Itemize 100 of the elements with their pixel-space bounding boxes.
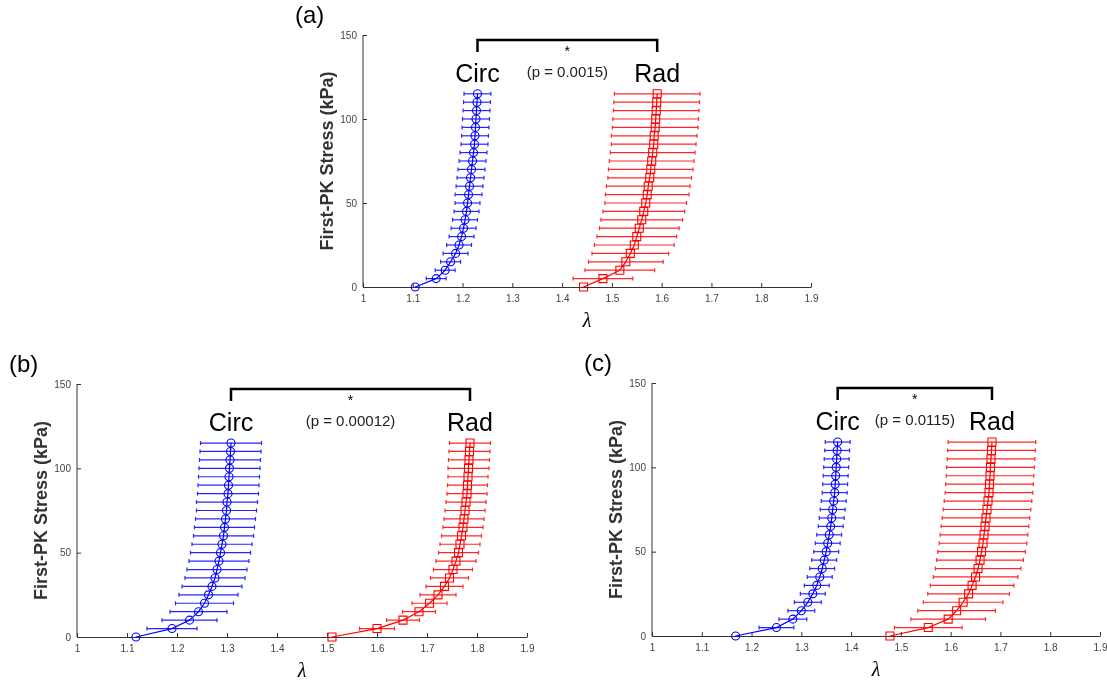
x-tick-label: 1.4 xyxy=(555,293,570,305)
y-tick-label: 0 xyxy=(351,281,358,293)
x-tick-label: 1.5 xyxy=(894,642,909,654)
point xyxy=(455,539,465,549)
point xyxy=(643,181,653,191)
point xyxy=(451,556,461,566)
point xyxy=(646,164,656,174)
point xyxy=(639,206,649,216)
x-axis-title: λ xyxy=(870,658,881,680)
point xyxy=(979,530,989,540)
point xyxy=(971,572,981,582)
point xyxy=(788,614,798,624)
point xyxy=(952,606,962,616)
point xyxy=(986,445,997,456)
y-tick-label: 50 xyxy=(634,546,647,558)
point xyxy=(827,513,837,523)
point xyxy=(414,607,424,617)
point xyxy=(803,597,813,607)
chart-title: (c) xyxy=(584,349,612,376)
y-tick-label: 0 xyxy=(640,630,647,642)
point xyxy=(832,445,842,456)
point xyxy=(221,505,232,516)
point xyxy=(446,257,456,267)
x-tick-label: 1.7 xyxy=(420,643,435,655)
point xyxy=(199,598,210,608)
point xyxy=(459,223,469,233)
point xyxy=(225,446,236,457)
point xyxy=(943,614,953,624)
x-tick-label: 1.3 xyxy=(220,643,235,655)
point xyxy=(470,131,480,141)
x-tick-label: 1 xyxy=(360,293,367,305)
point xyxy=(226,438,236,448)
point xyxy=(964,589,974,599)
x-tick-label: 1.1 xyxy=(406,293,421,305)
point xyxy=(456,531,467,541)
point xyxy=(207,581,217,591)
point xyxy=(982,504,992,515)
point xyxy=(462,480,473,490)
chart-title: (a) xyxy=(295,1,325,28)
x-tick-label: 1.5 xyxy=(605,293,620,305)
point xyxy=(212,564,222,575)
point xyxy=(986,454,996,464)
y-tick-label: 100 xyxy=(340,113,358,125)
point xyxy=(223,480,234,490)
annotation: * xyxy=(564,43,571,59)
y-axis-title: First-PK Stress (kPa) xyxy=(606,419,626,600)
x-tick-label: 1.2 xyxy=(456,293,471,305)
point xyxy=(431,274,441,284)
x-tick-label: 1.4 xyxy=(270,643,285,655)
point xyxy=(637,215,647,225)
point xyxy=(578,282,589,292)
x-axis-title: λ xyxy=(581,309,592,331)
point xyxy=(833,437,843,447)
point xyxy=(649,139,659,149)
point xyxy=(824,530,834,540)
x-tick-label: 1.3 xyxy=(794,642,810,654)
point xyxy=(652,97,662,107)
x-tick-label: 1.2 xyxy=(745,642,760,654)
point xyxy=(830,479,840,489)
point xyxy=(214,556,224,566)
point xyxy=(464,455,474,465)
x-tick-label: 1.8 xyxy=(754,293,770,305)
point xyxy=(651,114,661,124)
point xyxy=(464,446,475,457)
point xyxy=(466,164,477,174)
point xyxy=(650,122,660,132)
x-tick-label: 1.1 xyxy=(695,642,710,654)
point xyxy=(815,572,825,582)
point xyxy=(454,240,464,250)
point xyxy=(464,181,475,191)
point xyxy=(448,564,458,575)
point xyxy=(651,106,661,116)
point xyxy=(472,89,483,99)
point xyxy=(987,437,997,447)
y-tick-label: 100 xyxy=(629,462,647,474)
point xyxy=(463,472,473,482)
point xyxy=(220,514,231,524)
point xyxy=(218,531,229,541)
point xyxy=(457,232,467,242)
point xyxy=(817,563,827,574)
annotation: * xyxy=(347,392,354,408)
point xyxy=(433,590,443,600)
point xyxy=(215,548,226,558)
point xyxy=(224,463,235,473)
x-tick-label: 1 xyxy=(74,643,81,655)
point xyxy=(462,198,473,208)
series-label: Rad xyxy=(969,407,1015,436)
annotation: (p = 0.0015) xyxy=(526,62,608,80)
point xyxy=(885,631,895,641)
point xyxy=(471,106,482,116)
point xyxy=(634,223,644,233)
point xyxy=(808,589,818,599)
point xyxy=(984,488,994,498)
point xyxy=(224,472,234,482)
point xyxy=(460,505,470,516)
point xyxy=(830,488,840,498)
point xyxy=(453,548,464,558)
point xyxy=(985,462,996,472)
point xyxy=(223,489,233,499)
x-tick-label: 1.7 xyxy=(993,642,1009,654)
